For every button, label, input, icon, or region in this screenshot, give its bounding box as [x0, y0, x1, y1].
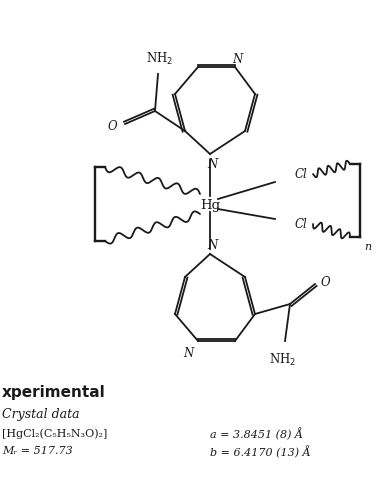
- Text: Hg: Hg: [200, 199, 220, 212]
- Text: O: O: [107, 120, 117, 133]
- Text: b = 6.4170 (13) Å: b = 6.4170 (13) Å: [210, 445, 310, 458]
- Text: n: n: [364, 241, 371, 252]
- Text: NH$_2$: NH$_2$: [269, 351, 296, 367]
- Text: Mᵣ = 517.73: Mᵣ = 517.73: [2, 445, 73, 455]
- Text: Cl: Cl: [295, 218, 308, 231]
- Text: Cl: Cl: [295, 168, 308, 181]
- Text: N: N: [207, 238, 217, 252]
- Text: xperimental: xperimental: [2, 384, 106, 399]
- Text: a = 3.8451 (8) Å: a = 3.8451 (8) Å: [210, 427, 303, 440]
- Text: NH$_2$: NH$_2$: [147, 51, 174, 67]
- Text: Crystal data: Crystal data: [2, 407, 80, 420]
- Text: N: N: [232, 53, 242, 66]
- Text: [HgCl₂(C₅H₅N₃O)₂]: [HgCl₂(C₅H₅N₃O)₂]: [2, 427, 107, 438]
- Text: N: N: [183, 346, 193, 359]
- Text: N: N: [207, 158, 217, 171]
- Text: O: O: [321, 276, 331, 289]
